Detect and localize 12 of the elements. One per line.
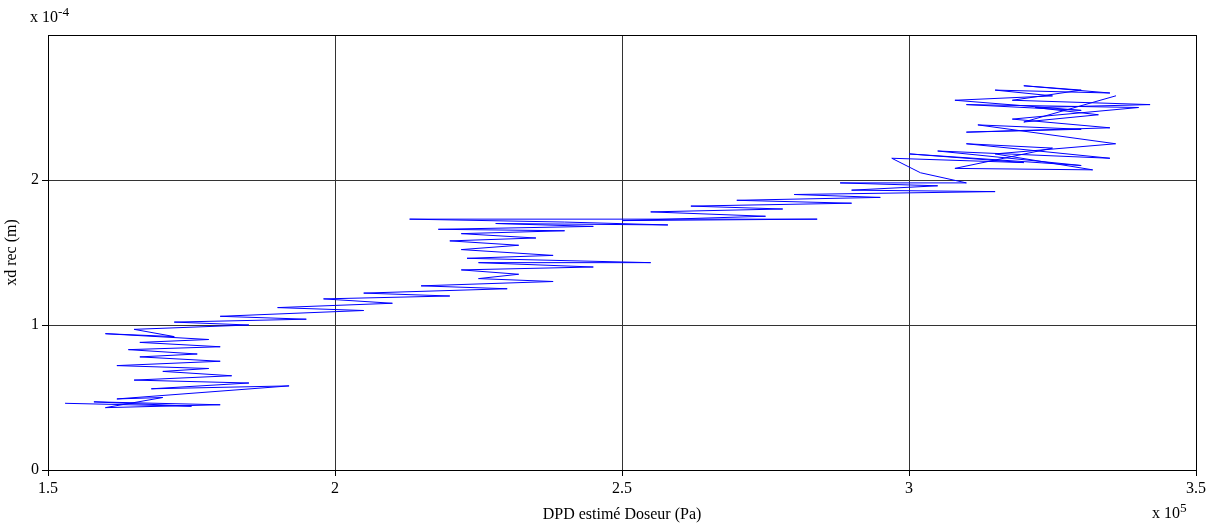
x-tick-label: 2.5 [612, 478, 632, 496]
x-tick-label: 1.5 [38, 478, 58, 496]
text: x 10$^{-4}$ [30, 4, 70, 27]
y-tick-label: 1 [31, 315, 39, 333]
y-axis-title: xd rec (m) [1, 219, 20, 286]
text: x 10$^{5}$ [1152, 500, 1187, 523]
x-tick-label: 3.5 [1186, 478, 1206, 496]
y-tick-label: 2 [31, 170, 39, 188]
x-tick-label: 2 [331, 478, 339, 496]
x-tick-label: 3 [905, 478, 913, 496]
y-tick-label: 0 [31, 460, 39, 478]
x-axis-title: DPD estimé Doseur (Pa) [542, 504, 702, 523]
